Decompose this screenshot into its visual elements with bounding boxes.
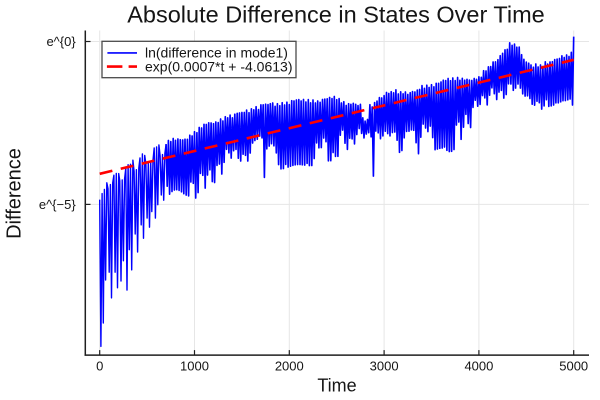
svg-text:2000: 2000 [275,358,304,373]
svg-text:ln(difference in mode1): ln(difference in mode1) [145,45,288,61]
svg-text:Difference: Difference [4,148,26,239]
svg-text:Absolute Difference in States: Absolute Difference in States Over Time [127,2,545,28]
svg-text:4000: 4000 [464,358,493,373]
svg-text:e^{−5}: e^{−5} [39,197,76,212]
svg-text:e^{0}: e^{0} [46,34,76,49]
svg-text:5000: 5000 [559,358,588,373]
svg-text:3000: 3000 [370,358,399,373]
svg-text:Time: Time [317,375,356,395]
svg-text:0: 0 [96,358,103,373]
svg-text:1000: 1000 [180,358,209,373]
svg-text:exp(0.0007*t + -4.0613): exp(0.0007*t + -4.0613) [145,58,293,74]
